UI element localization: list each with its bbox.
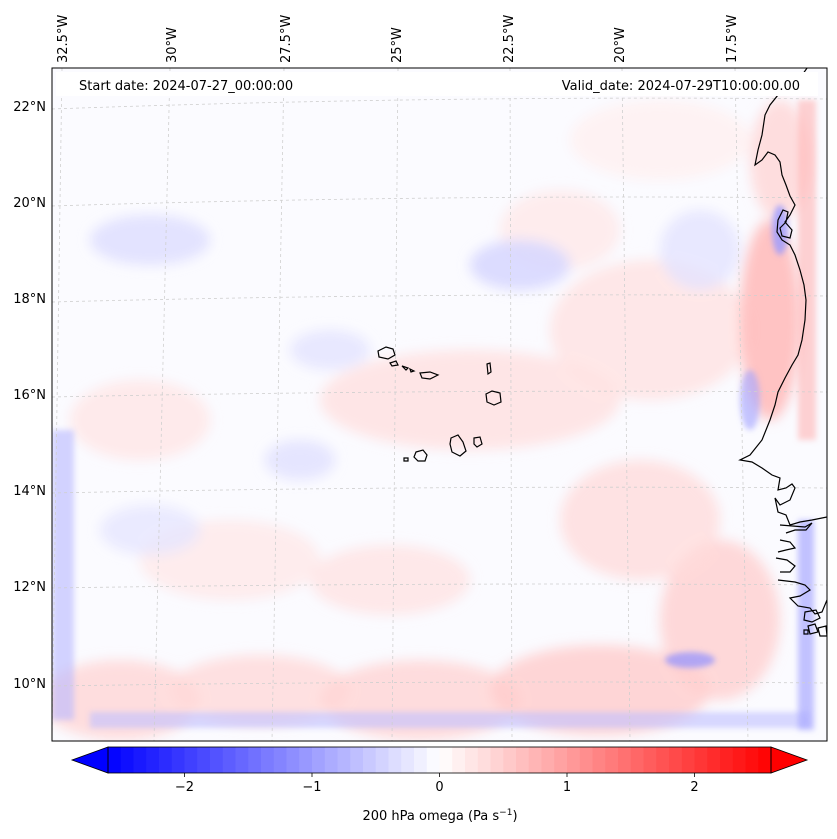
latitude-labels: 22°N 20°N 18°N 16°N 14°N 12°N 10°N	[13, 100, 46, 692]
colorbar-cell	[273, 747, 288, 773]
colorbar-cell	[656, 747, 670, 773]
lat-label-16n: 16°N	[13, 388, 46, 403]
colorbar-cell	[541, 747, 555, 773]
colorbar-cell	[120, 747, 135, 773]
start-date-label: Start date: 2024-07-27_00:00:00	[79, 79, 293, 94]
colorbar-cell	[465, 747, 479, 773]
colorbar-tick-label: −2	[175, 780, 194, 795]
colorbar-cell	[516, 747, 530, 773]
colorbar-low-extend	[70, 746, 109, 774]
colorbar-cell	[490, 747, 504, 773]
africa-coastline	[738, 68, 827, 637]
colorbar-cell	[235, 747, 249, 773]
lat-label-12n: 12°N	[13, 580, 46, 595]
lon-label-20w: 20°W	[613, 27, 628, 63]
colorbar-cell	[197, 747, 211, 773]
colorbar-cell	[159, 747, 173, 773]
colorbar-cell	[554, 747, 568, 773]
colorbar-cell	[248, 747, 262, 773]
colorbar-cell	[452, 747, 466, 773]
map-frame	[51, 67, 828, 742]
lat-label-14n: 14°N	[13, 484, 46, 499]
lon-label-17-5w: 17.5°W	[725, 15, 740, 63]
lon-label-30w: 30°W	[165, 27, 180, 63]
colorbar-cell	[388, 747, 402, 773]
lon-label-32-5w: 32.5°W	[56, 15, 71, 63]
colorbar-cell	[720, 747, 734, 773]
colorbar-cell	[210, 747, 224, 773]
colorbar-cell	[579, 747, 594, 773]
colorbar-cells	[108, 747, 772, 773]
colorbar-cell	[108, 747, 122, 773]
colorbar-cell	[439, 747, 453, 773]
colorbar-title: 200 hPa omega (Pa s−1)	[362, 808, 517, 824]
colorbar-cell	[528, 747, 543, 773]
colorbar: −2 −1 0 1 2 200 hPa omega (Pa s−1)	[70, 746, 809, 824]
lon-label-22-5w: 22.5°W	[502, 15, 517, 63]
colorbar-cell	[350, 747, 364, 773]
colorbar-cell	[184, 747, 198, 773]
colorbar-high-extend	[770, 746, 809, 774]
cape-verde-islands	[377, 346, 502, 462]
lat-label-18n: 18°N	[13, 292, 46, 307]
colorbar-title-main: 200 hPa omega (Pa s	[362, 809, 499, 824]
colorbar-cell	[337, 747, 351, 773]
colorbar-cell	[426, 747, 441, 773]
colorbar-cell	[643, 747, 657, 773]
colorbar-cell	[261, 747, 275, 773]
colorbar-cell	[324, 747, 339, 773]
lat-label-22n: 22°N	[13, 100, 46, 115]
colorbar-cell	[567, 747, 581, 773]
colorbar-title-end: )	[512, 809, 517, 824]
colorbar-cell	[222, 747, 237, 773]
colorbar-cell	[707, 747, 721, 773]
colorbar-cell	[503, 747, 517, 773]
colorbar-cell	[312, 747, 326, 773]
colorbar-cell	[618, 747, 632, 773]
lat-label-10n: 10°N	[13, 677, 46, 692]
colorbar-cell	[605, 747, 619, 773]
colorbar-cell	[694, 747, 708, 773]
colorbar-cell	[299, 747, 313, 773]
colorbar-tick-label: −1	[302, 780, 321, 795]
colorbar-cell	[669, 747, 683, 773]
colorbar-cell	[363, 747, 377, 773]
longitude-labels: 32.5°W 30°W 27.5°W 25°W 22.5°W 20°W 17.5…	[56, 15, 740, 63]
header-band	[56, 72, 818, 96]
colorbar-cell	[375, 747, 390, 773]
colorbar-tick-label: 0	[435, 780, 443, 795]
colorbar-tick-label: 2	[690, 780, 698, 795]
colorbar-cell	[171, 747, 186, 773]
lat-label-20n: 20°N	[13, 196, 46, 211]
colorbar-title-sup: −1	[499, 808, 512, 818]
colorbar-cell	[592, 747, 606, 773]
colorbar-cell	[133, 747, 147, 773]
colorbar-cell	[146, 747, 160, 773]
colorbar-tick-label: 1	[563, 780, 571, 795]
colorbar-cell	[681, 747, 696, 773]
lon-label-27-5w: 27.5°W	[279, 15, 294, 63]
map-panel	[52, 68, 827, 741]
colorbar-cell	[732, 747, 747, 773]
graticule	[52, 68, 827, 741]
lon-label-25w: 25°W	[390, 27, 405, 63]
colorbar-cell	[477, 747, 492, 773]
colorbar-ticks: −2 −1 0 1 2	[175, 773, 699, 795]
colorbar-cell	[745, 747, 759, 773]
colorbar-cell	[630, 747, 645, 773]
valid-date-label: Valid_date: 2024-07-29T10:00:00.00	[562, 79, 800, 94]
colorbar-cell	[758, 747, 772, 773]
colorbar-cell	[401, 747, 415, 773]
colorbar-cell	[414, 747, 428, 773]
colorbar-cell	[286, 747, 300, 773]
